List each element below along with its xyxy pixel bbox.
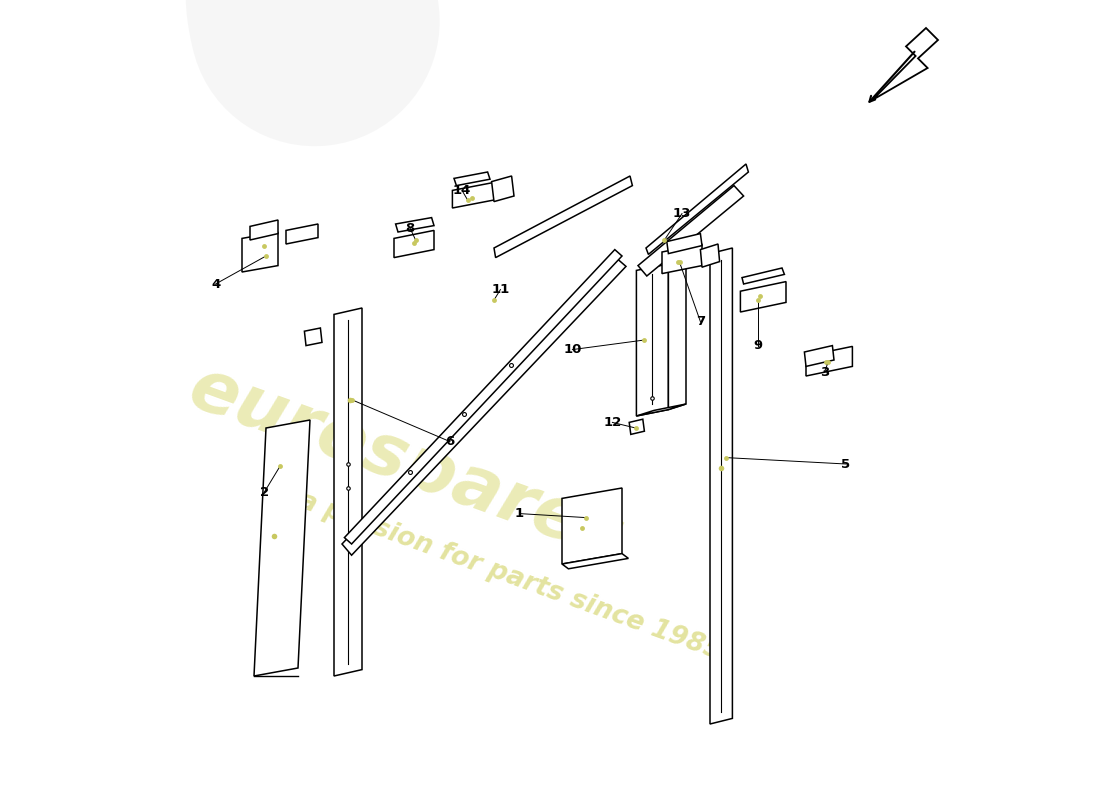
Text: 10: 10 [563,343,582,356]
Text: 12: 12 [603,416,622,429]
Text: 7: 7 [696,315,705,328]
Polygon shape [344,250,622,544]
Polygon shape [394,230,435,258]
Polygon shape [492,176,514,202]
Polygon shape [740,282,786,312]
Polygon shape [242,232,278,272]
Polygon shape [562,554,628,569]
Text: 6: 6 [446,435,454,448]
Polygon shape [396,218,435,232]
Polygon shape [872,28,938,100]
Text: 4: 4 [211,278,220,290]
Polygon shape [342,256,626,555]
Text: a passion for parts since 1985: a passion for parts since 1985 [295,487,725,665]
Polygon shape [806,346,852,376]
Text: 14: 14 [453,184,471,197]
Text: 11: 11 [492,283,509,296]
Text: 13: 13 [673,207,691,220]
Polygon shape [646,164,748,254]
Polygon shape [667,234,702,254]
Polygon shape [305,328,322,346]
Polygon shape [454,172,490,186]
Polygon shape [286,224,318,244]
Text: 5: 5 [842,458,850,470]
Polygon shape [334,308,362,676]
Polygon shape [669,258,686,410]
Polygon shape [637,264,669,416]
Polygon shape [662,244,702,274]
Text: 1: 1 [515,507,525,520]
Text: 9: 9 [754,339,762,352]
Polygon shape [742,268,784,284]
Text: 2: 2 [260,486,270,498]
Text: 3: 3 [820,366,829,378]
Polygon shape [701,244,719,267]
Polygon shape [250,220,278,240]
Text: eurospares: eurospares [179,354,632,574]
Polygon shape [638,186,744,276]
Polygon shape [804,346,834,366]
Polygon shape [452,182,494,208]
Polygon shape [254,420,310,676]
Polygon shape [494,176,632,258]
Polygon shape [562,488,622,564]
Polygon shape [637,404,686,416]
Polygon shape [710,248,733,724]
Text: 8: 8 [406,222,415,234]
Polygon shape [629,419,645,434]
